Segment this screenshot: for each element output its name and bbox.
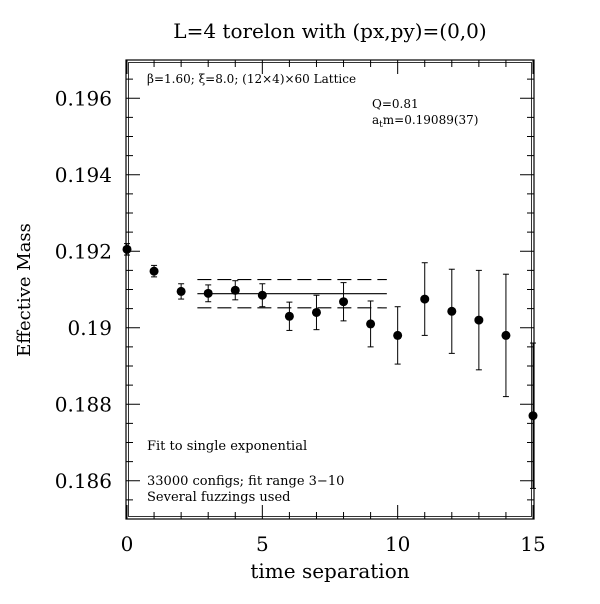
data-point <box>149 266 159 276</box>
data-point <box>203 288 213 298</box>
configs-note: 33000 configs; fit range 3−10 <box>147 474 344 489</box>
data-point <box>257 290 267 300</box>
axis-ticks <box>126 59 534 520</box>
y-tick-labels: 0.186 0.188 0.19 0.192 0.194 0.196 <box>55 86 112 493</box>
data-point <box>122 244 132 254</box>
y-tick-label: 0.194 <box>55 163 112 187</box>
data-point <box>339 297 349 307</box>
data-point <box>176 286 186 296</box>
data-point <box>311 307 321 317</box>
mass-value: m=0.19089(37) <box>383 113 479 127</box>
x-tick-label: 10 <box>385 532 410 556</box>
chart-title: L=4 torelon with (px,py)=(0,0) <box>173 19 486 43</box>
fit-band <box>197 279 387 309</box>
x-tick-label: 15 <box>520 532 545 556</box>
lattice-annotation: β=1.60; ξ=8.0; (12×4)×60 Lattice <box>147 72 356 86</box>
x-axis-label: time separation <box>250 559 409 583</box>
fit-note: Fit to single exponential <box>147 439 307 454</box>
data-points <box>122 243 538 489</box>
mass-annotation: atm=0.19089(37) <box>372 113 478 130</box>
mass-prefix: a <box>372 113 379 127</box>
data-point <box>366 319 376 329</box>
q-annotation: Q=0.81 <box>372 97 419 111</box>
y-tick-label: 0.186 <box>55 469 112 493</box>
x-tick-label: 5 <box>256 532 269 556</box>
y-axis-label: Effective Mass <box>14 223 35 357</box>
x-tick-label: 0 <box>121 532 134 556</box>
fuzz-note: Several fuzzings used <box>147 490 291 505</box>
mass-subscript: t <box>379 120 383 130</box>
data-point <box>393 330 403 340</box>
data-point <box>230 285 240 295</box>
y-tick-label: 0.196 <box>55 86 112 110</box>
data-point <box>284 311 294 321</box>
data-point <box>501 330 511 340</box>
data-point <box>474 315 484 325</box>
y-tick-label: 0.188 <box>55 392 112 416</box>
y-tick-label: 0.19 <box>67 316 112 340</box>
y-tick-label: 0.192 <box>55 239 112 263</box>
data-point <box>528 411 538 421</box>
data-point <box>420 294 430 304</box>
data-point <box>447 306 457 316</box>
x-tick-labels: 0 5 10 15 <box>121 532 546 556</box>
